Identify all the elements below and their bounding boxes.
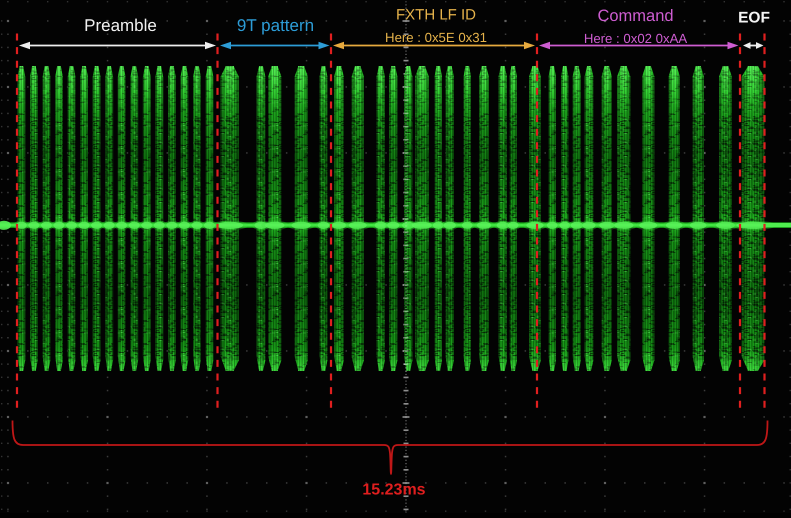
svg-text:Here : 0x5E 0x31: Here : 0x5E 0x31 <box>385 30 487 45</box>
svg-text:Command: Command <box>597 7 673 25</box>
svg-text:Preamble: Preamble <box>84 16 157 35</box>
svg-text:9T pattern: 9T pattern <box>237 16 314 35</box>
svg-text:15.23ms: 15.23ms <box>362 482 425 499</box>
svg-text:FXTH LF ID: FXTH LF ID <box>396 7 476 24</box>
svg-text:EOF: EOF <box>738 10 770 27</box>
svg-text:Here : 0x02 0xAA: Here : 0x02 0xAA <box>584 31 688 46</box>
